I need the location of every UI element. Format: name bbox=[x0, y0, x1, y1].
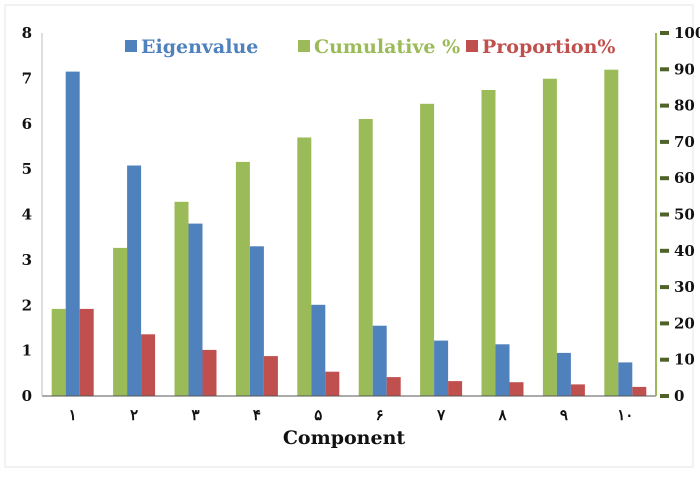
right-axis-tick-marks bbox=[660, 31, 669, 398]
bar-proportion-4 bbox=[263, 356, 278, 396]
y2-tick-label: 30 bbox=[674, 278, 695, 296]
y-tick-label: 7 bbox=[22, 69, 32, 87]
y2-tick-label: 0 bbox=[674, 387, 684, 405]
y-tick-label: 8 bbox=[22, 24, 32, 42]
legend: Eigenvalue Cumulative % Proportion% bbox=[125, 36, 615, 58]
y2-tick-label: 90 bbox=[674, 60, 695, 78]
bar-proportion-6 bbox=[386, 377, 401, 396]
bar-cumulative-3 bbox=[174, 201, 189, 396]
x-axis-tick-labels: ۱ ۲ ۳ ۴ ۵ ۶ ۷ ۸ ۹ ۱۰ bbox=[69, 406, 634, 424]
x-tick-label: ۷ bbox=[436, 406, 446, 424]
bar-eigenvalue-3 bbox=[188, 223, 203, 396]
axes bbox=[41, 33, 657, 397]
bars bbox=[51, 69, 647, 397]
x-tick-label: ۲ bbox=[130, 406, 138, 424]
y2-tick-label: 100 bbox=[674, 24, 700, 42]
x-axis-title: Component bbox=[283, 427, 406, 449]
bar-eigenvalue-7 bbox=[434, 340, 449, 396]
y-tick-label: 6 bbox=[22, 115, 32, 133]
y-tick-label: 4 bbox=[22, 206, 32, 224]
y2-tick-mark bbox=[660, 394, 669, 398]
y2-tick-mark bbox=[660, 31, 669, 35]
y2-tick-mark bbox=[660, 103, 669, 108]
bar-cumulative-8 bbox=[481, 90, 496, 396]
y2-tick-label: 20 bbox=[674, 314, 695, 332]
bar-cumulative-6 bbox=[358, 119, 373, 396]
bar-cumulative-4 bbox=[235, 161, 250, 396]
bar-cumulative-2 bbox=[113, 247, 128, 396]
y2-tick-label: 50 bbox=[674, 206, 695, 224]
x-tick-label: ۳ bbox=[191, 406, 199, 424]
legend-swatch-proportion bbox=[466, 40, 478, 52]
bar-proportion-8 bbox=[509, 382, 524, 396]
legend-swatch-eigenvalue bbox=[125, 40, 137, 52]
y2-tick-label: 60 bbox=[674, 169, 695, 187]
bar-proportion-2 bbox=[141, 334, 156, 396]
legend-label-cumulative: Cumulative % bbox=[314, 36, 460, 58]
y2-tick-mark bbox=[660, 139, 669, 144]
bar-proportion-3 bbox=[202, 349, 217, 396]
bar-eigenvalue-2 bbox=[127, 165, 142, 396]
bar-eigenvalue-8 bbox=[495, 344, 510, 396]
y2-tick-mark bbox=[660, 212, 669, 217]
y2-tick-label: 40 bbox=[674, 242, 695, 260]
y-tick-label: 2 bbox=[22, 296, 32, 314]
right-axis-tick-labels: 0 10 20 30 40 50 60 70 80 90 100 bbox=[674, 24, 700, 405]
y-tick-label: 5 bbox=[22, 160, 32, 178]
bar-proportion-9 bbox=[570, 384, 585, 396]
bar-cumulative-10 bbox=[604, 69, 619, 396]
y2-tick-label: 70 bbox=[674, 133, 695, 151]
bar-proportion-5 bbox=[325, 371, 340, 396]
bar-eigenvalue-5 bbox=[311, 304, 326, 396]
y2-tick-mark bbox=[660, 285, 669, 290]
x-tick-label: ۱۰ bbox=[617, 406, 633, 424]
y2-tick-mark bbox=[660, 248, 669, 253]
bar-cumulative-9 bbox=[542, 78, 557, 396]
x-tick-label: ۶ bbox=[376, 406, 384, 424]
chart-border bbox=[4, 4, 694, 468]
bar-proportion-1 bbox=[79, 308, 94, 396]
y-tick-label: 3 bbox=[22, 251, 32, 269]
bar-cumulative-1 bbox=[51, 308, 66, 396]
y2-tick-mark bbox=[660, 357, 669, 362]
legend-label-eigenvalue: Eigenvalue bbox=[141, 36, 258, 58]
y2-tick-mark bbox=[660, 321, 669, 326]
y2-tick-label: 10 bbox=[674, 351, 695, 369]
bar-cumulative-5 bbox=[297, 137, 312, 396]
y2-tick-label: 80 bbox=[674, 97, 695, 115]
bar-proportion-10 bbox=[632, 386, 647, 396]
bar-cumulative-7 bbox=[420, 103, 435, 397]
bar-proportion-7 bbox=[448, 381, 463, 396]
x-tick-label: ۱ bbox=[69, 406, 77, 424]
y-tick-label: 1 bbox=[22, 342, 32, 360]
x-tick-label: ۵ bbox=[314, 406, 322, 424]
left-axis-tick-labels: 0 1 2 3 4 5 6 7 8 bbox=[22, 24, 32, 405]
x-tick-label: ۹ bbox=[560, 406, 568, 424]
bar-eigenvalue-6 bbox=[372, 325, 387, 396]
legend-label-proportion: Proportion% bbox=[482, 36, 615, 58]
y2-tick-mark bbox=[660, 176, 669, 181]
bar-eigenvalue-4 bbox=[249, 246, 264, 396]
x-tick-label: ۴ bbox=[253, 406, 261, 424]
bar-eigenvalue-1 bbox=[65, 71, 80, 396]
legend-swatch-cumulative bbox=[298, 40, 310, 52]
y2-tick-mark bbox=[660, 67, 669, 72]
y-tick-label: 0 bbox=[22, 387, 32, 405]
bar-eigenvalue-10 bbox=[618, 362, 633, 396]
bar-eigenvalue-9 bbox=[556, 352, 571, 396]
x-tick-label: ۸ bbox=[497, 406, 507, 424]
